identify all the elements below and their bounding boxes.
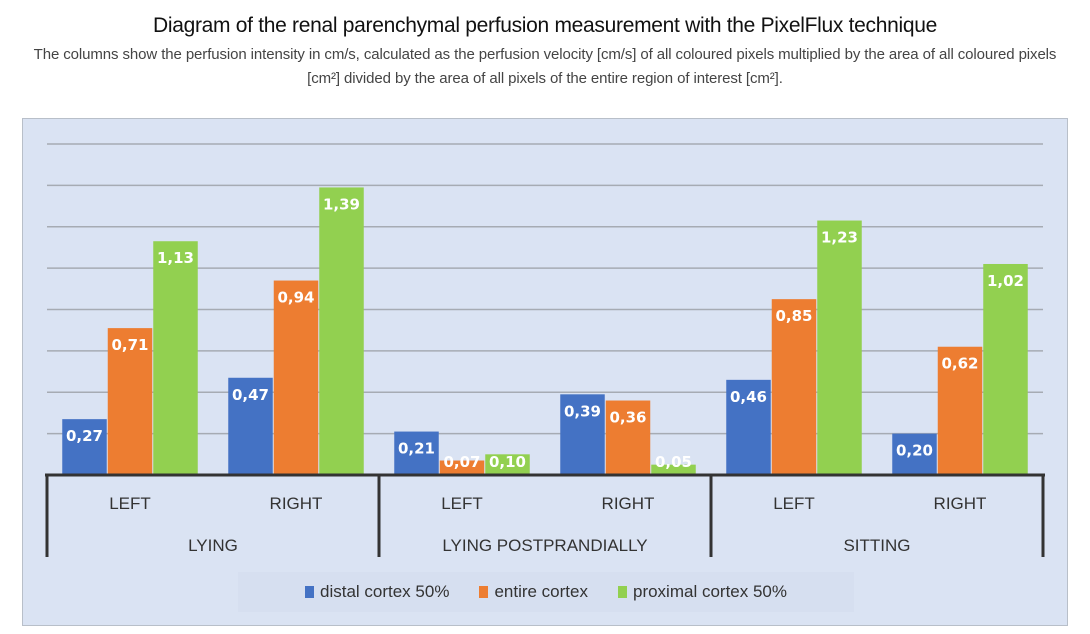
legend-swatch-proximal (617, 586, 627, 598)
bar[interactable] (439, 460, 485, 475)
legend-item-distal[interactable]: distal cortex 50% (304, 582, 450, 602)
legend: distal cortex 50% entire cortex proximal… (238, 572, 854, 612)
category-label: LEFT (773, 494, 815, 513)
bar[interactable] (153, 241, 198, 475)
group-label: LYING POSTPRANDIALLY (442, 536, 647, 555)
data-label: 0,71 (111, 336, 148, 354)
bar[interactable] (937, 346, 983, 475)
data-label: 0,27 (66, 427, 103, 445)
bar[interactable] (651, 464, 696, 475)
bar[interactable] (892, 433, 937, 475)
group-label: SITTING (843, 536, 910, 555)
data-label: 0,36 (609, 409, 646, 427)
bar[interactable] (726, 379, 771, 475)
bar[interactable] (319, 187, 364, 475)
data-label: 0,85 (775, 307, 812, 325)
data-label: 1,02 (987, 272, 1024, 290)
bar[interactable] (771, 299, 817, 475)
data-label: 0,07 (443, 453, 480, 471)
legend-label-proximal: proximal cortex 50% (632, 582, 787, 601)
data-label: 0,21 (398, 440, 435, 458)
category-label: LEFT (109, 494, 151, 513)
bar[interactable] (817, 220, 862, 475)
bar[interactable] (273, 280, 319, 475)
data-label: 0,20 (896, 442, 933, 460)
bar[interactable] (228, 377, 273, 475)
legend-swatch-distal (304, 586, 314, 598)
data-label: 0,05 (655, 453, 692, 471)
data-label: 0,39 (564, 402, 601, 420)
legend-label-distal: distal cortex 50% (319, 582, 450, 601)
chart-subtitle: The columns show the perfusion intensity… (33, 46, 1057, 87)
chart-title: Diagram of the renal parenchymal perfusi… (152, 14, 937, 37)
bar[interactable] (62, 419, 107, 475)
category-label: RIGHT (934, 494, 987, 513)
bar[interactable] (394, 431, 439, 475)
data-label: 0,47 (232, 386, 269, 404)
category-label: RIGHT (602, 494, 655, 513)
category-label: LEFT (441, 494, 483, 513)
gridlines (47, 143, 1043, 435)
bar[interactable] (107, 328, 153, 475)
bar[interactable] (605, 400, 651, 475)
category-label: RIGHT (270, 494, 323, 513)
bars (62, 187, 1028, 475)
data-label: 0,94 (277, 289, 314, 307)
legend-item-proximal[interactable]: proximal cortex 50% (617, 582, 787, 602)
data-label: 1,39 (323, 195, 360, 213)
data-label: 0,62 (941, 355, 978, 373)
data-label: 0,46 (730, 388, 767, 406)
legend-swatch-entire (479, 586, 489, 598)
legend-label-entire: entire cortex (494, 582, 588, 601)
bar[interactable] (560, 394, 605, 475)
data-label: 1,13 (157, 249, 194, 267)
legend-item-entire[interactable]: entire cortex (479, 582, 588, 602)
category-axis: LYING LEFT RIGHT LYING POSTPRANDIALLY LEFT RI… (45, 473, 1045, 557)
data-labels: 0,27 0,47 0,21 0,39 0,46 0,20 0,71 0,94 0,07 0,36… (66, 195, 1024, 471)
data-label: 0,10 (489, 453, 526, 471)
group-label: LYING (188, 536, 238, 555)
bar[interactable] (983, 263, 1028, 475)
data-label: 1,23 (821, 229, 858, 247)
bar[interactable] (485, 454, 530, 475)
